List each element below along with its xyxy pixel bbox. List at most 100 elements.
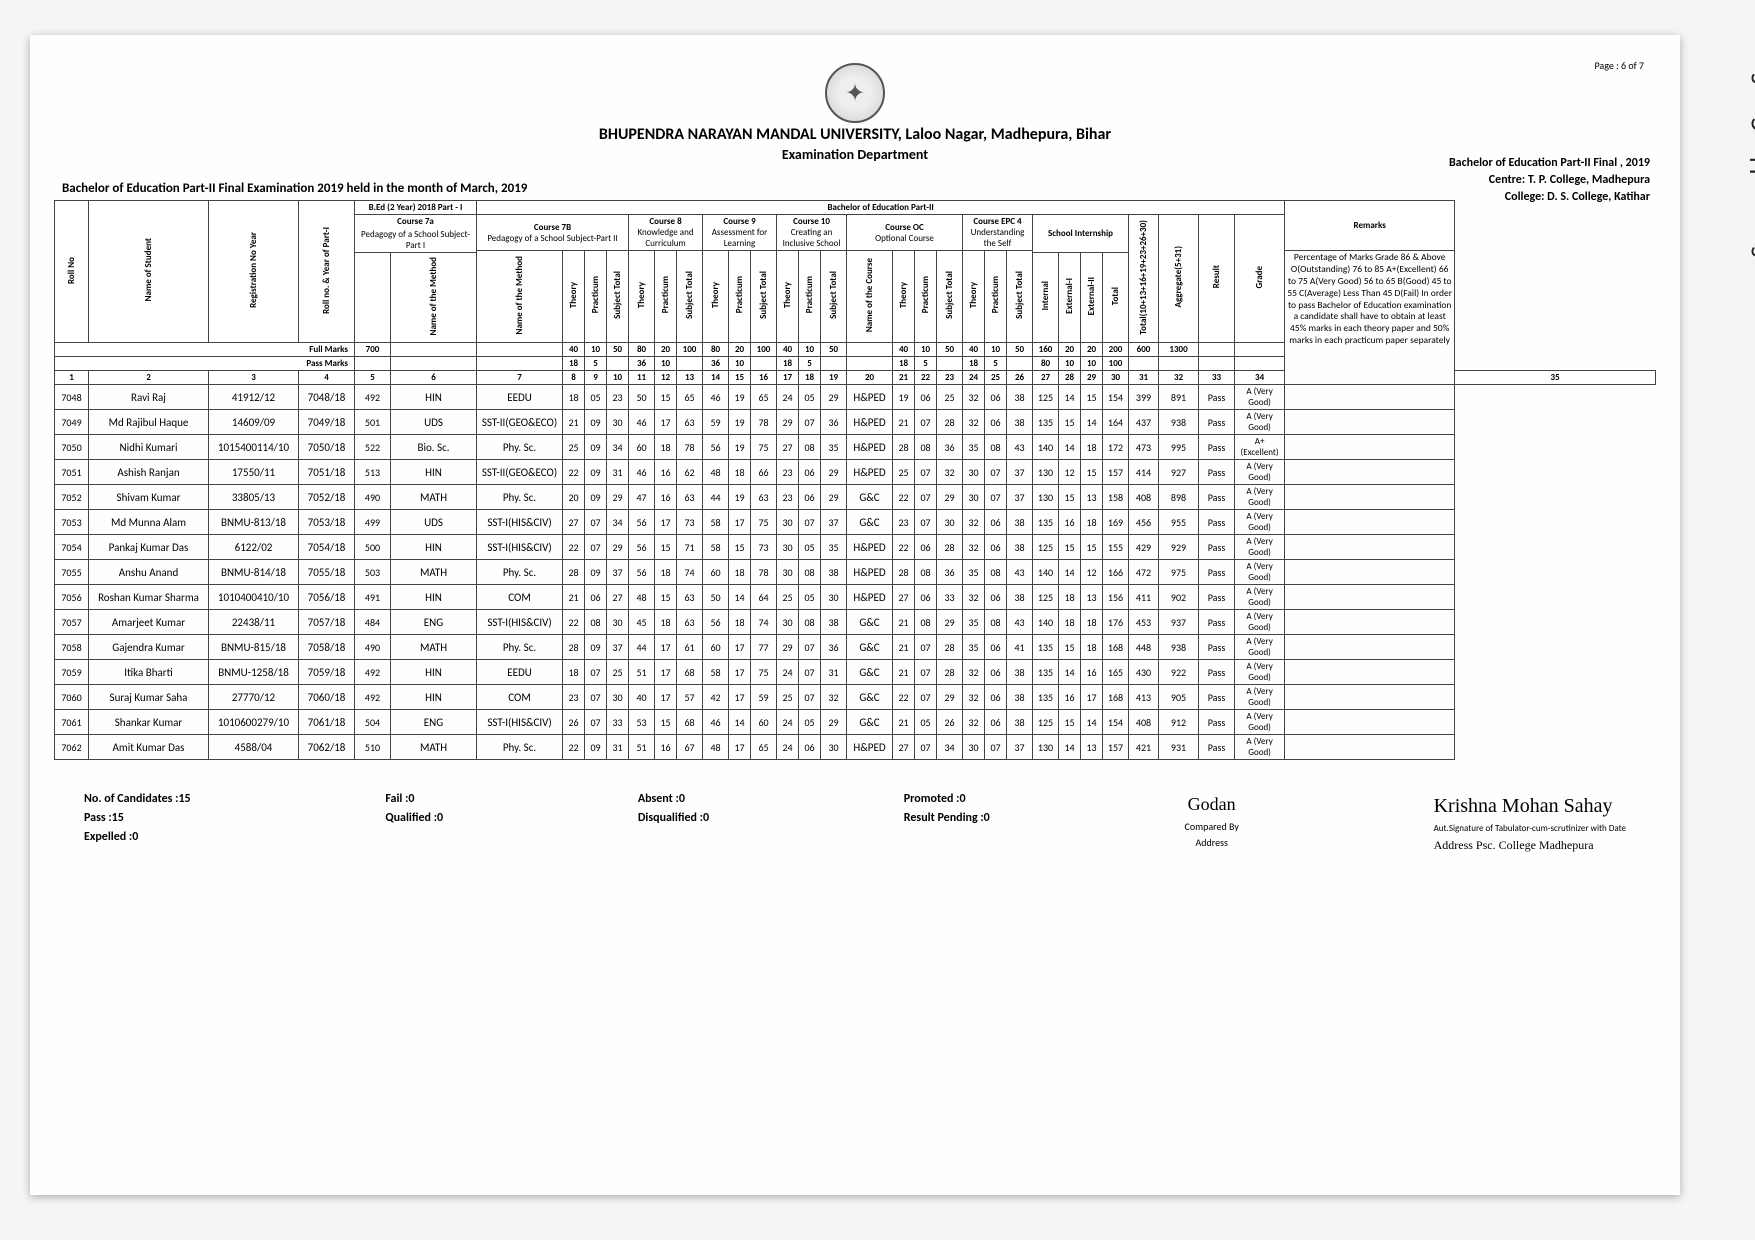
cell-ep: 06 (985, 385, 1007, 410)
cell-ep: 06 (985, 685, 1007, 710)
table-row: 7051Ashish Ranjan17550/117051/18513HINSS… (55, 460, 1656, 485)
h-m7a: Name of the Method (391, 253, 477, 343)
cell-agg: 938 (1159, 410, 1199, 435)
cell-t7b: 21 (563, 410, 585, 435)
cell-p2: 399 (1129, 385, 1159, 410)
cell-p7b: 09 (585, 410, 607, 435)
cell-t10: 24 (777, 735, 799, 760)
cell-p7b: 08 (585, 610, 607, 635)
cell-p1: 500 (355, 535, 391, 560)
cell-sii: 125 (1033, 385, 1059, 410)
cell-ep: 08 (985, 560, 1007, 585)
cell-roll: 7054 (55, 535, 89, 560)
table-row: 7050Nidhi Kumari1015400114/107050/18522B… (55, 435, 1656, 460)
cell-s9: 65 (751, 385, 777, 410)
cell-t7b: 27 (563, 510, 585, 535)
h-name: Name of Student (89, 201, 209, 343)
cell-se2: 14 (1081, 410, 1103, 435)
cell-oct: 28 (893, 560, 915, 585)
cell-p7b: 09 (585, 735, 607, 760)
cell-m7b: SST-I(HIS&CIV) (477, 535, 563, 560)
cell-t10: 23 (777, 485, 799, 510)
cell-m7b: EEDU (477, 660, 563, 685)
cell-s7b: 37 (607, 635, 629, 660)
cell-name: Suraj Kumar Saha (89, 685, 209, 710)
cell-gr: A (Very Good) (1235, 710, 1285, 735)
cell-ocs: 29 (937, 485, 963, 510)
cell-s8: 65 (677, 385, 703, 410)
cell-res: Pass (1199, 460, 1235, 485)
cell-p8: 17 (655, 685, 677, 710)
cell-m7b: COM (477, 585, 563, 610)
cell-se1: 16 (1059, 685, 1081, 710)
cell-t7b: 22 (563, 610, 585, 635)
cell-p7b: 07 (585, 710, 607, 735)
cell-t9: 46 (703, 385, 729, 410)
h-et: Theory (963, 251, 985, 343)
cell-se2: 15 (1081, 535, 1103, 560)
cell-s7b: 23 (607, 385, 629, 410)
cell-s10: 35 (821, 535, 847, 560)
cell-agg: 912 (1159, 710, 1199, 735)
cell-t9: 42 (703, 685, 729, 710)
cell-t9: 56 (703, 610, 729, 635)
cell-t8: 46 (629, 410, 655, 435)
cell-t8: 40 (629, 685, 655, 710)
cell-remarks (1285, 435, 1455, 460)
results-table: Roll No Name of Student Registration No … (54, 200, 1656, 760)
cell-res: Pass (1199, 535, 1235, 560)
cell-p10: 07 (799, 685, 821, 710)
cell-ep: 08 (985, 610, 1007, 635)
cell-p10: 06 (799, 460, 821, 485)
cell-p1: 522 (355, 435, 391, 460)
rh-line2: Centre: T. P. College, Madhepura (1449, 172, 1650, 189)
cell-sii: 130 (1033, 735, 1059, 760)
index-cell: 25 (985, 371, 1007, 385)
cell-t10: 30 (777, 510, 799, 535)
cell-name: Pankaj Kumar Das (89, 535, 209, 560)
cell-reg: BNMU-813/18 (209, 510, 299, 535)
h-t10: Theory (777, 251, 799, 343)
cell-p1: 492 (355, 660, 391, 685)
cell-roll: 7061 (55, 710, 89, 735)
cell-s9: 63 (751, 485, 777, 510)
cell-name: Ashish Ranjan (89, 460, 209, 485)
cell-s10: 36 (821, 410, 847, 435)
cell-rp1: 7060/18 (299, 685, 355, 710)
h-c8: Course 8 Knowledge and Curriculum (629, 215, 703, 251)
cell-ocs: 29 (937, 610, 963, 635)
cell-ocp: 07 (915, 735, 937, 760)
cell-gr: A (Very Good) (1235, 610, 1285, 635)
index-cell: 29 (1081, 371, 1103, 385)
cell-sii: 125 (1033, 535, 1059, 560)
index-cell: 15 (729, 371, 751, 385)
h-p7b: Practicum (585, 251, 607, 343)
cell-agg: 927 (1159, 460, 1199, 485)
h-p10: Practicum (799, 251, 821, 343)
cell-s8: 63 (677, 410, 703, 435)
university-logo: ✦ (825, 63, 885, 123)
h-ocs: Subject Total (937, 251, 963, 343)
cell-sii: 135 (1033, 635, 1059, 660)
cell-sii: 140 (1033, 610, 1059, 635)
h-ocn: Name of the Course (847, 251, 893, 343)
cell-rp1: 7054/18 (299, 535, 355, 560)
cell-ocs: 36 (937, 435, 963, 460)
cell-roll: 7049 (55, 410, 89, 435)
cell-t9: 58 (703, 535, 729, 560)
table-row: 7052Shivam Kumar33805/137052/18490MATHPh… (55, 485, 1656, 510)
cell-p7b: 07 (585, 510, 607, 535)
cell-ocs: 36 (937, 560, 963, 585)
cell-s7b: 34 (607, 510, 629, 535)
cell-p7b: 09 (585, 560, 607, 585)
cell-p1: 490 (355, 485, 391, 510)
cell-ocn: H&PED (847, 385, 893, 410)
cell-s7b: 25 (607, 660, 629, 685)
cell-p9: 17 (729, 510, 751, 535)
cell-res: Pass (1199, 635, 1235, 660)
cell-t9: 50 (703, 585, 729, 610)
h-oct: Theory (893, 251, 915, 343)
cell-sii: 135 (1033, 660, 1059, 685)
cell-remarks (1285, 685, 1455, 710)
cell-reg: 1010400410/10 (209, 585, 299, 610)
